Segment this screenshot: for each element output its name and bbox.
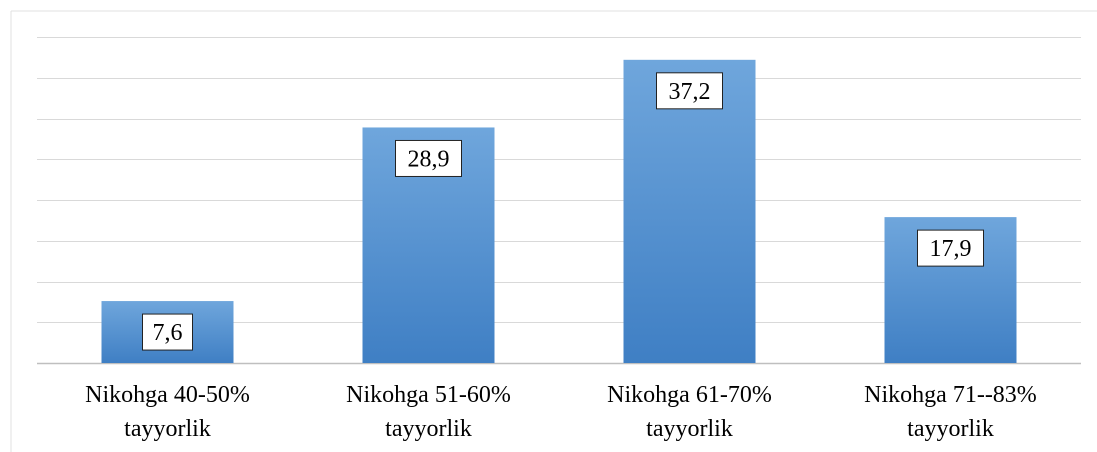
category-label-line: Nikohga 71--83% (864, 382, 1037, 408)
bars (101, 59, 1017, 363)
chart-frame (10, 10, 1097, 452)
category-label-line: Nikohga 51-60% (346, 382, 511, 408)
data-label-text: 17,9 (930, 236, 972, 262)
category-label-line: tayyorlik (385, 416, 472, 442)
data-label-2: 28,9 (395, 139, 462, 177)
category-label-line: Nikohga 61-70% (607, 382, 772, 408)
category-label-3: Nikohga 61-70% tayyorlik (607, 382, 772, 442)
data-label-box (142, 313, 193, 351)
data-label-box (395, 139, 462, 177)
category-label-line: tayyorlik (124, 416, 211, 442)
data-label-text: 7,6 (153, 320, 183, 346)
category-label-line: tayyorlik (646, 416, 733, 442)
data-label-text: 28,9 (408, 146, 450, 172)
data-label-box (917, 229, 984, 267)
category-label-4: Nikohga 71--83% tayyorlik (864, 382, 1037, 442)
category-label-1: Nikohga 40-50% tayyorlik (85, 382, 250, 442)
category-label-line: tayyorlik (907, 416, 994, 442)
data-label-4: 17,9 (917, 229, 984, 267)
data-labels: 7,6 28,9 37,2 17,9 (142, 72, 984, 351)
data-label-3: 37,2 (656, 72, 723, 110)
data-label-box (656, 72, 723, 110)
data-label-1: 7,6 (142, 313, 193, 351)
category-label-2: Nikohga 51-60% tayyorlik (346, 382, 511, 442)
data-label-text: 37,2 (669, 79, 711, 105)
category-label-line: Nikohga 40-50% (85, 382, 250, 408)
category-labels: Nikohga 40-50% tayyorlik Nikohga 51-60% tay… (85, 382, 1037, 442)
bar-3 (623, 59, 756, 363)
